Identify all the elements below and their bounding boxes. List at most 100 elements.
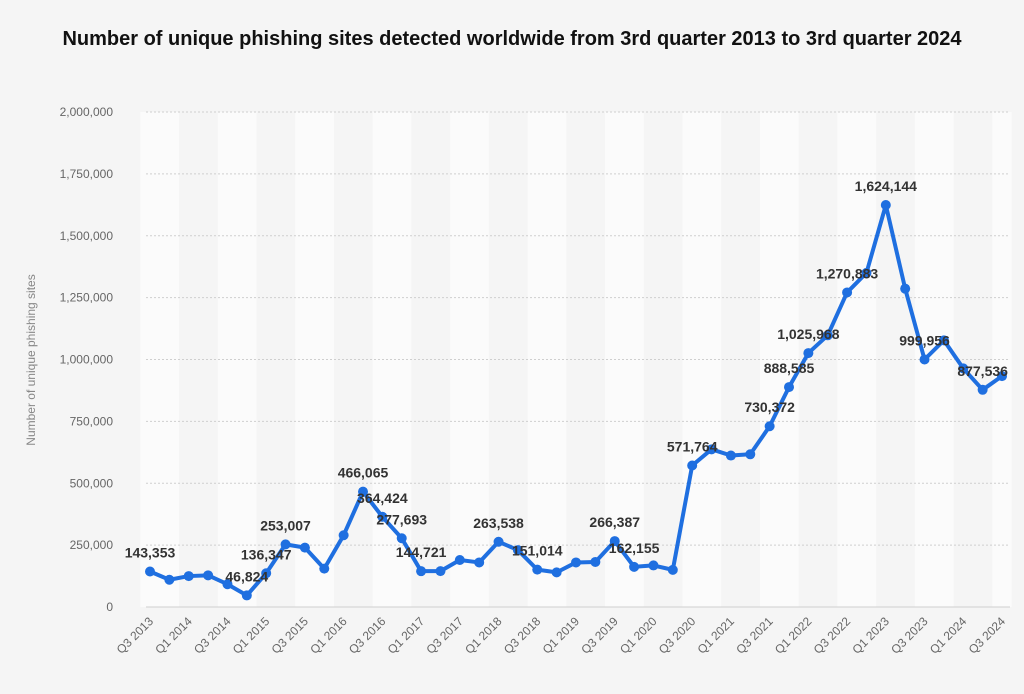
y-tick-label: 2,000,000: [60, 105, 114, 119]
x-tick-label: Q1 2020: [617, 614, 660, 657]
data-point[interactable]: [454, 554, 465, 565]
data-point[interactable]: [687, 460, 698, 471]
data-point[interactable]: [474, 557, 485, 568]
y-tick-label: 0: [106, 600, 113, 614]
x-tick-label: Q1 2017: [385, 614, 428, 657]
data-point[interactable]: [241, 590, 252, 601]
data-label: 46,824: [225, 568, 268, 584]
data-point[interactable]: [958, 363, 969, 374]
data-point[interactable]: [299, 542, 310, 553]
data-label: 730,372: [744, 399, 795, 415]
data-label: 877,536: [957, 363, 1008, 379]
data-point[interactable]: [435, 566, 446, 577]
data-point[interactable]: [842, 287, 853, 298]
data-point[interactable]: [396, 533, 407, 544]
data-point[interactable]: [261, 568, 272, 579]
x-tick-label: Q3 2019: [578, 614, 621, 657]
x-tick-label: Q1 2015: [230, 614, 273, 657]
data-point[interactable]: [629, 561, 640, 572]
data-point[interactable]: [667, 564, 678, 575]
x-tick-label: Q3 2018: [501, 614, 544, 657]
data-labels: 143,353 46,824 136,347 253,007 466,065 364,42…: [125, 178, 1008, 584]
x-tick-label: Q3 2013: [114, 614, 157, 657]
data-label: 253,007: [260, 517, 311, 533]
data-point[interactable]: [706, 444, 717, 455]
data-point[interactable]: [784, 382, 794, 393]
data-label: 266,387: [589, 514, 640, 530]
data-label: 143,353: [125, 545, 176, 561]
data-label: 571,764: [667, 438, 718, 454]
x-tick-label: Q1 2019: [540, 614, 583, 657]
x-tick-label: Q3 2014: [191, 614, 234, 657]
data-point[interactable]: [609, 536, 620, 547]
data-point[interactable]: [900, 283, 911, 294]
data-point[interactable]: [551, 567, 562, 578]
data-point[interactable]: [280, 539, 291, 550]
y-tick-label: 250,000: [70, 538, 114, 552]
x-tick-label: Q3 2023: [888, 614, 931, 657]
x-tick-label: Q3 2021: [733, 614, 776, 657]
x-tick-label: Q3 2024: [966, 614, 1009, 657]
data-point[interactable]: [861, 267, 872, 278]
data-point[interactable]: [164, 574, 175, 585]
data-point[interactable]: [377, 511, 388, 522]
data-point[interactable]: [222, 579, 233, 590]
x-tick-label: Q1 2022: [772, 614, 815, 657]
y-tick-label: 500,000: [70, 476, 114, 490]
data-label: 151,014: [512, 543, 563, 559]
y-axis-label: Number of unique phishing sites: [24, 274, 38, 445]
y-tick-label: 750,000: [70, 414, 114, 428]
y-tick-label: 1,500,000: [60, 229, 114, 243]
data-point[interactable]: [319, 563, 330, 574]
data-point[interactable]: [764, 421, 775, 432]
data-point[interactable]: [880, 200, 891, 211]
x-tick-label: Q3 2016: [346, 614, 389, 657]
y-tick-label: 1,250,000: [60, 291, 114, 305]
data-point[interactable]: [745, 449, 756, 460]
data-point[interactable]: [203, 570, 214, 581]
data-point[interactable]: [997, 371, 1007, 382]
data-point[interactable]: [183, 571, 194, 582]
data-point[interactable]: [493, 536, 504, 547]
x-tick-label: Q1 2016: [307, 614, 350, 657]
x-tick-label: Q1 2014: [152, 614, 195, 657]
data-point[interactable]: [512, 545, 523, 556]
data-point[interactable]: [358, 486, 368, 497]
data-point[interactable]: [338, 530, 349, 541]
data-point[interactable]: [416, 566, 427, 577]
data-label: 144,721: [396, 544, 447, 560]
x-tick-label: Q3 2015: [269, 614, 312, 657]
data-label: 1,025,968: [777, 326, 839, 342]
chart-title: Number of unique phishing sites detected…: [62, 28, 962, 50]
data-point[interactable]: [938, 335, 949, 346]
data-label: 999,956: [899, 333, 950, 349]
data-label: 364,424: [357, 490, 408, 506]
gridlines: [146, 111, 1010, 608]
y-tick-label: 1,000,000: [60, 353, 114, 367]
x-tick-label: Q1 2024: [927, 614, 970, 657]
data-point[interactable]: [145, 566, 155, 577]
data-point[interactable]: [977, 384, 988, 395]
data-label: 136,347: [241, 546, 292, 562]
data-label: 277,693: [376, 511, 427, 527]
data-label: 263,538: [473, 515, 524, 531]
data-point[interactable]: [803, 348, 814, 359]
data-label: 888,585: [764, 360, 815, 376]
x-tick-label: Q3 2020: [656, 614, 699, 657]
data-label: 466,065: [338, 465, 389, 481]
data-point[interactable]: [919, 354, 930, 365]
x-tick-label: Q1 2018: [462, 614, 505, 657]
series-points: [145, 200, 1007, 601]
y-axis-ticks: 0 250,000 500,000 750,000 1,000,000 1,250,000…: [60, 105, 114, 614]
data-point[interactable]: [532, 564, 543, 575]
data-point[interactable]: [822, 330, 833, 341]
data-point[interactable]: [648, 560, 659, 571]
x-tick-label: Q3 2017: [423, 614, 466, 657]
data-point[interactable]: [725, 450, 736, 461]
y-tick-label: 1,750,000: [60, 167, 114, 181]
data-label: 162,155: [609, 540, 660, 556]
data-point[interactable]: [590, 556, 601, 567]
data-point[interactable]: [571, 557, 581, 568]
x-tick-label: Q3 2022: [811, 614, 854, 657]
